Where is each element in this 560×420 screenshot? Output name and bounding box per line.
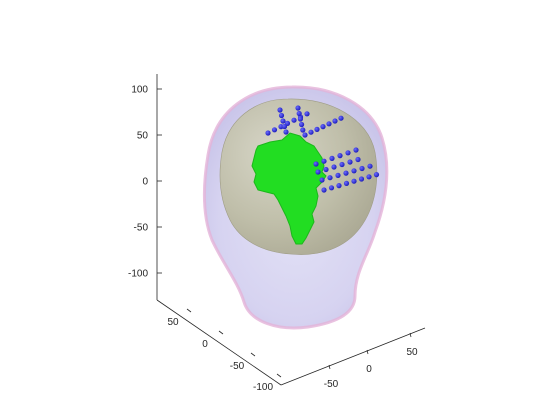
electrode-point <box>291 117 297 123</box>
axes: 100 50 0 -50 -100 50 0 -50 -100 -50 0 50 <box>128 74 426 393</box>
electrode-point <box>327 175 333 181</box>
electrode-point <box>337 153 343 159</box>
z-ticks: 100 50 0 -50 -100 <box>128 85 162 280</box>
y-tick-label: -50 <box>230 361 245 372</box>
electrode-point <box>281 123 288 130</box>
electrode-point <box>335 172 341 178</box>
electrode-point <box>321 187 327 193</box>
x-tick-mark <box>409 332 412 338</box>
electrode-point <box>320 124 326 130</box>
y-tick-mark <box>250 352 256 357</box>
electrode-point <box>277 107 283 113</box>
electrode-point <box>332 118 338 124</box>
electrode-point <box>343 180 350 186</box>
electrode-point <box>329 155 335 161</box>
electrode-point <box>345 150 351 156</box>
electrode-point <box>315 169 321 175</box>
z-tick-label: 50 <box>137 131 149 142</box>
x-tick-mark <box>328 364 331 370</box>
electrode-point <box>278 112 285 119</box>
electrode-point <box>300 127 306 133</box>
electrode-point <box>373 172 380 178</box>
y-tick-mark <box>218 330 224 335</box>
electrode-point <box>343 170 349 176</box>
y-tick-label: 0 <box>202 339 208 350</box>
electrodes <box>265 105 380 193</box>
electrode-point <box>313 161 319 167</box>
electrode-point <box>302 132 308 138</box>
y-tick-mark <box>186 308 192 313</box>
z-tick-label: -50 <box>134 223 149 234</box>
electrode-point <box>339 161 345 168</box>
electrode-point <box>314 126 320 132</box>
electrode-point <box>336 183 342 189</box>
electrode-point <box>319 177 325 183</box>
electrode-point <box>351 178 357 184</box>
x-axis-line <box>280 327 426 386</box>
x-tick-label: 0 <box>366 364 372 375</box>
y-axis-line <box>156 299 282 386</box>
x-tick-label: 50 <box>406 347 418 358</box>
electrode-point <box>326 121 332 127</box>
electrode-point <box>323 166 329 173</box>
x-tick-mark <box>366 349 369 355</box>
electrode-point <box>297 116 303 122</box>
electrode-point <box>271 127 278 133</box>
electrode-point <box>358 176 365 182</box>
z-tick-label: 0 <box>142 177 148 188</box>
z-tick-label: 100 <box>131 85 148 96</box>
y-tick-mark <box>276 373 282 378</box>
electrode-point <box>351 168 357 174</box>
electrode-point <box>359 165 365 172</box>
electrode-point <box>283 129 289 135</box>
electrode-point <box>296 110 302 117</box>
electrode-point <box>331 164 337 170</box>
electrode-point <box>353 147 359 153</box>
electrode-point <box>265 130 271 136</box>
z-tick-label: -100 <box>128 269 148 280</box>
electrode-point <box>304 111 310 117</box>
y-ticks: 50 0 -50 -100 <box>167 308 282 393</box>
electrode-point <box>347 159 353 165</box>
electrode-point <box>299 121 305 128</box>
electrode-point <box>295 105 301 111</box>
source-region <box>251 132 327 245</box>
electrode-point <box>328 185 335 191</box>
electrode-point <box>280 118 286 124</box>
electrode-point <box>355 156 361 163</box>
electrode-point <box>321 158 327 164</box>
electrode-point <box>308 129 314 135</box>
y-tick-label: 50 <box>167 317 179 328</box>
x-tick-label: -50 <box>324 379 339 390</box>
y-tick-label: -100 <box>253 382 273 393</box>
electrode-point <box>366 174 372 180</box>
x-ticks: -50 0 50 <box>324 332 418 390</box>
electrode-point <box>367 163 373 169</box>
electrode-point <box>338 115 344 121</box>
